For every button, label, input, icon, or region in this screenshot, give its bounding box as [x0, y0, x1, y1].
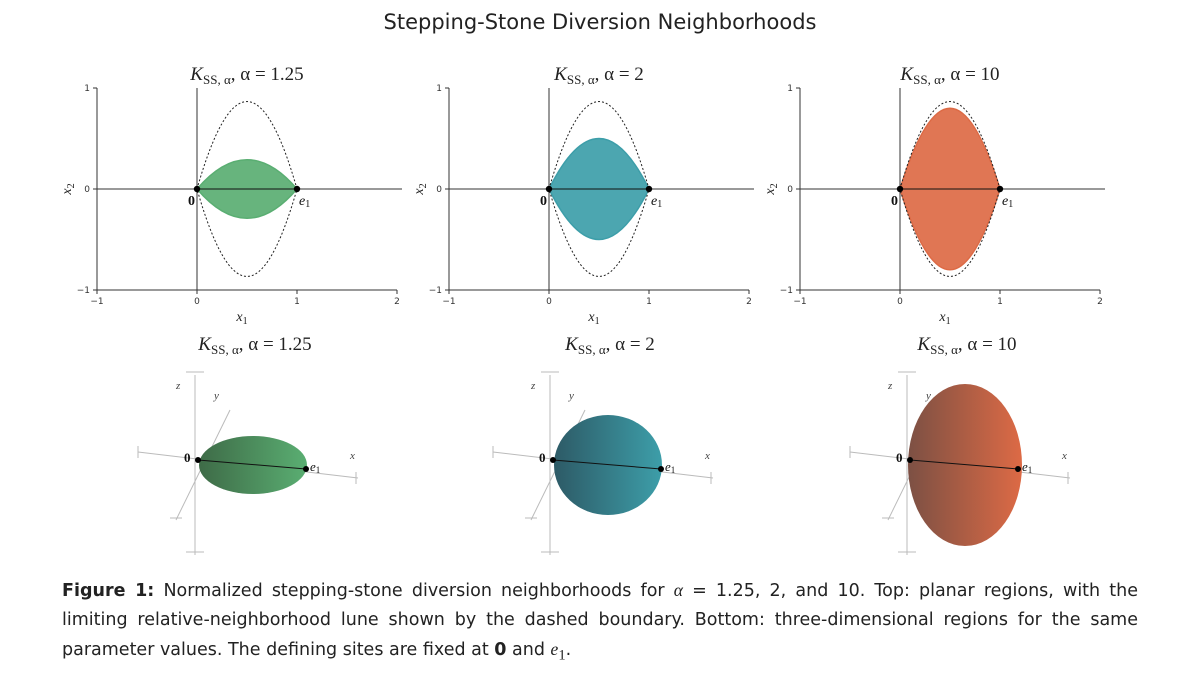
caption-text-2: = 1.25, 2, and 10. Top: planar regions, … [62, 581, 1138, 660]
panel-1-xtick-label: 2 [394, 297, 400, 307]
panel-2-xtick-label: 2 [746, 297, 752, 307]
panel-2-site-e1 [645, 185, 653, 193]
panel-1-title: KSS, α, α = 1.25 [189, 64, 303, 87]
panel-6-x-label: x [1061, 450, 1067, 462]
panel-3-label-0: 0 [891, 194, 898, 209]
panel-3-xlabel: x1 [938, 310, 950, 327]
panel-6-segment [909, 459, 1019, 470]
figure-caption: Figure 1: Normalized stepping-stone dive… [62, 576, 1138, 671]
panel-1-site-e1 [293, 185, 301, 193]
panel-3-ytick-label: 0 [787, 185, 793, 195]
panel-2-site-0 [545, 185, 553, 193]
panel-1-site-0 [193, 185, 201, 193]
panel-2-xtick-label: 1 [646, 297, 652, 307]
panel-1-xlabel: x1 [235, 310, 247, 327]
panel-3-xtick-label: 2 [1097, 297, 1103, 307]
caption-text-3: and [506, 640, 551, 660]
panel-4-label-e1: e1 [310, 459, 320, 475]
panel-4-title: KSS, α, α = 1.25 [197, 334, 311, 357]
panel-3-title: KSS, α, α = 10 [899, 64, 999, 87]
panel-5-x-label: x [704, 450, 710, 462]
panel-4-site-e1 [303, 466, 309, 472]
caption-text-4: . [565, 640, 572, 660]
panel-2-label-e1: e1 [651, 194, 662, 210]
panel-1-ytick-label: 1 [84, 84, 90, 94]
panel-3-label-e1: e1 [1002, 194, 1013, 210]
panel-2-xtick-label: −1 [442, 297, 455, 307]
caption-e-sub: 1 [558, 647, 566, 664]
panel-5-site-0 [550, 457, 556, 463]
panel-6-y-label: y [925, 390, 931, 402]
panel-5-z-label: z [530, 380, 536, 392]
panel-3-ytick-label: −1 [780, 286, 793, 296]
panel-1-xtick-label: 1 [294, 297, 300, 307]
caption-e: e [550, 639, 559, 659]
panel-2-ytick-label: −1 [429, 286, 442, 296]
panel-3-site-e1 [996, 185, 1004, 193]
caption-alpha: α [673, 580, 683, 600]
panel-5-y-label: y [568, 390, 574, 402]
panel-1-label-0: 0 [188, 194, 195, 209]
panel-3-xtick-label: −1 [793, 297, 806, 307]
panel-5-segment [552, 459, 662, 470]
panel-6-site-e1 [1015, 466, 1021, 472]
panel-3-xtick-label: 1 [997, 297, 1003, 307]
panel-3-ylabel: x2 [763, 183, 780, 195]
panel-4-y-label: y [213, 390, 219, 402]
panel-5-label-e1: e1 [665, 459, 675, 475]
panel-2-label-0: 0 [540, 194, 547, 209]
panel-6-site-0 [907, 457, 913, 463]
caption-zero: 0 [494, 640, 507, 660]
panel-4-segment [197, 459, 307, 470]
panel-1-ytick-label: 0 [84, 185, 90, 195]
panel-3-xtick-label: 0 [897, 297, 903, 307]
panel-5-label-0: 0 [539, 450, 546, 465]
panel-2-xlabel: x1 [587, 310, 599, 327]
panel-6-z-label: z [887, 380, 893, 392]
panel-2-ytick-label: 1 [436, 84, 442, 94]
panel-6-label-e1: e1 [1022, 459, 1032, 475]
panel-3-site-0 [896, 185, 904, 193]
caption-text-1: Normalized stepping-stone diversion neig… [154, 581, 674, 601]
caption-label: Figure 1: [62, 581, 155, 601]
panel-4-z-label: z [175, 380, 181, 392]
panel-1-xtick-label: −1 [90, 297, 103, 307]
panel-3-ytick-label: 1 [787, 84, 793, 94]
panel-4-x-label: x [349, 450, 355, 462]
panel-1-ylabel: x2 [60, 183, 77, 195]
panel-2-xtick-label: 0 [546, 297, 552, 307]
panel-2-ylabel: x2 [412, 183, 429, 195]
panel-5-title: KSS, α, α = 2 [564, 334, 655, 357]
panel-5-site-e1 [658, 466, 664, 472]
panel-2-ytick-label: 0 [436, 185, 442, 195]
panel-1-label-e1: e1 [299, 194, 310, 210]
panel-6-label-0: 0 [896, 450, 903, 465]
panel-4-site-0 [195, 457, 201, 463]
panel-1-ytick-label: −1 [77, 286, 90, 296]
panel-4-label-0: 0 [184, 450, 191, 465]
panel-6-title: KSS, α, α = 10 [916, 334, 1016, 357]
figure-title: Stepping-Stone Diversion Neighborhoods [383, 10, 817, 34]
panel-1-xtick-label: 0 [194, 297, 200, 307]
panel-2-title: KSS, α, α = 2 [553, 64, 644, 87]
